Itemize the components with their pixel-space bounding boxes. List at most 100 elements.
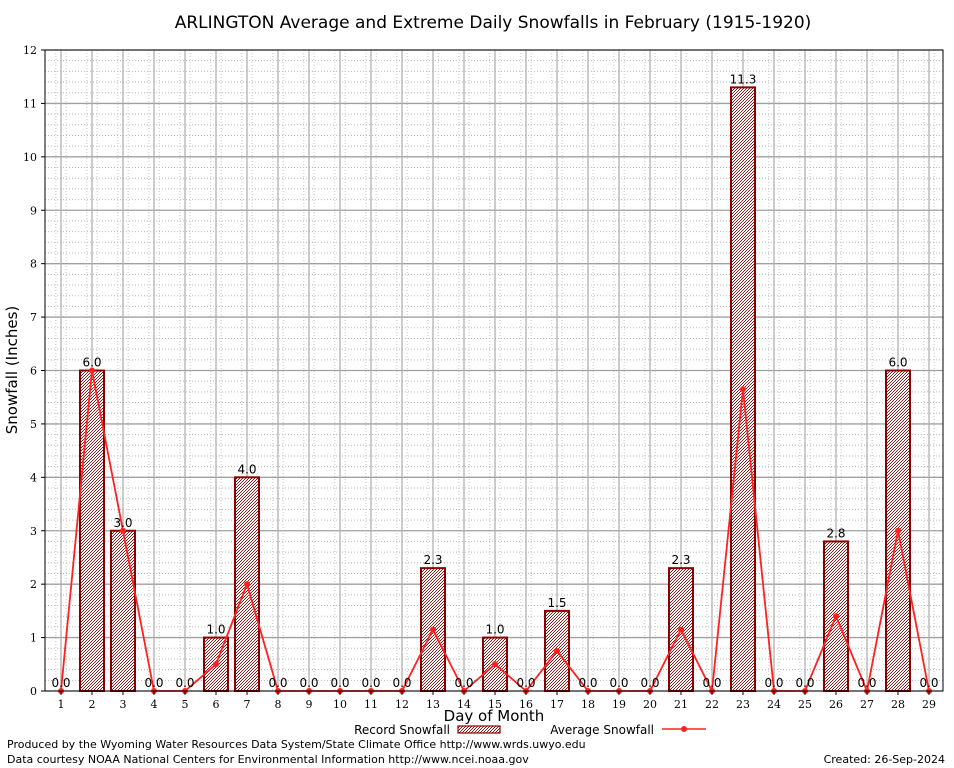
y-tick-label: 2	[30, 578, 37, 591]
bar-value-label: 0.0	[175, 676, 194, 690]
bar-value-label: 0.0	[516, 676, 535, 690]
y-tick-label: 3	[30, 525, 37, 538]
x-tick-label: 28	[891, 698, 905, 711]
bar-value-label: 1.5	[547, 596, 566, 610]
bar-value-label: 0.0	[51, 676, 70, 690]
average-point	[244, 581, 250, 588]
legend-average-marker	[681, 726, 687, 732]
y-tick-label: 0	[30, 685, 37, 698]
bar-value-label: 0.0	[330, 676, 349, 690]
footer-created: Created: 26-Sep-2024	[823, 753, 945, 766]
x-tick-label: 12	[395, 698, 409, 711]
y-tick-label: 8	[30, 258, 37, 271]
footer-producer: Produced by the Wyoming Water Resources …	[7, 738, 586, 751]
y-tick-label: 6	[30, 365, 37, 378]
y-tick-label: 7	[30, 311, 37, 324]
x-tick-label: 25	[798, 698, 812, 711]
x-tick-label: 24	[767, 698, 781, 711]
bar-value-label: 2.8	[826, 526, 845, 540]
y-axis-label: Snowfall (Inches)	[3, 306, 21, 434]
average-point	[492, 661, 498, 668]
bar-value-label: 0.0	[795, 676, 814, 690]
y-tick-label: 10	[23, 151, 37, 164]
average-point	[833, 613, 839, 620]
y-tick-label: 5	[30, 418, 37, 431]
bar-value-label: 0.0	[919, 676, 938, 690]
x-tick-label: 4	[151, 698, 158, 711]
x-tick-label: 8	[275, 698, 282, 711]
x-tick-label: 20	[643, 698, 657, 711]
legend: Record Snowfall Average Snowfall	[354, 723, 706, 737]
x-tick-label: 15	[488, 698, 502, 711]
bar-value-label: 0.0	[268, 676, 287, 690]
x-tick-label: 27	[860, 698, 874, 711]
average-point	[678, 626, 684, 633]
x-tick-label: 10	[333, 698, 347, 711]
x-tick-label: 7	[244, 698, 251, 711]
y-tick-label: 1	[30, 632, 37, 645]
bar-value-label: 0.0	[578, 676, 597, 690]
x-tick-label: 16	[519, 698, 533, 711]
y-tick-label: 11	[23, 97, 37, 110]
x-tick-label: 18	[581, 698, 595, 711]
bar-value-label: 0.0	[857, 676, 876, 690]
x-tick-label: 2	[89, 698, 96, 711]
average-point	[895, 527, 901, 534]
y-tick-label: 12	[23, 44, 37, 57]
bar-value-label: 11.3	[730, 72, 757, 86]
x-axis-label: Day of Month	[444, 707, 545, 725]
x-tick-label: 5	[182, 698, 189, 711]
bar-value-label: 1.0	[485, 623, 504, 637]
average-point	[740, 386, 746, 393]
x-axis-ticks: 1 2 3 4 5 6 7 8 9 10 11 12 13 14 15 16 17 18 19 20 21 22 23 24 2…	[58, 691, 936, 711]
x-tick-label: 6	[213, 698, 220, 711]
y-tick-label: 9	[30, 204, 37, 217]
legend-record-swatch	[457, 725, 501, 734]
bar-value-label: 0.0	[392, 676, 411, 690]
x-tick-label: 22	[705, 698, 719, 711]
x-tick-label: 11	[364, 698, 378, 711]
average-point	[554, 647, 560, 654]
bar-value-label: 0.0	[609, 676, 628, 690]
bar-record-snowfall	[234, 476, 260, 693]
x-tick-label: 3	[120, 698, 127, 711]
x-tick-label: 26	[829, 698, 843, 711]
bar-value-label: 1.0	[206, 623, 225, 637]
x-tick-label: 17	[550, 698, 564, 711]
bar-value-label: 6.0	[82, 356, 101, 370]
grid	[45, 49, 943, 692]
bar-value-label: 0.0	[640, 676, 659, 690]
chart-title: ARLINGTON Average and Extreme Daily Snow…	[175, 13, 812, 33]
average-point	[89, 367, 95, 374]
legend-average-label: Average Snowfall	[550, 723, 654, 737]
bar-value-label: 0.0	[144, 676, 163, 690]
average-point	[430, 626, 436, 633]
x-tick-label: 23	[736, 698, 750, 711]
bar-value-label: 0.0	[361, 676, 380, 690]
bar-value-label: 4.0	[237, 462, 256, 476]
average-point	[120, 527, 126, 534]
bar-value-label: 0.0	[454, 676, 473, 690]
footer-courtesy: Data courtesy NOAA National Centers for …	[7, 753, 529, 766]
x-tick-label: 1	[58, 698, 65, 711]
x-tick-label: 14	[457, 698, 471, 711]
bar-value-label: 0.0	[764, 676, 783, 690]
legend-record-label: Record Snowfall	[354, 723, 450, 737]
x-tick-label: 19	[612, 698, 626, 711]
x-tick-label: 13	[426, 698, 440, 711]
x-tick-label: 9	[306, 698, 313, 711]
bar-value-label: 6.0	[888, 356, 907, 370]
average-point	[213, 661, 219, 668]
bar-value-label: 0.0	[702, 676, 721, 690]
x-tick-label: 29	[922, 698, 936, 711]
bar-value-label: 0.0	[299, 676, 318, 690]
bar-value-label: 3.0	[113, 516, 132, 530]
x-tick-label: 21	[674, 698, 688, 711]
bar-value-label: 2.3	[671, 553, 690, 567]
y-tick-label: 4	[30, 471, 37, 484]
data-labels: 0.0 6.0 3.0 0.0 0.0 1.0 4.0 0.0 0.0 0.0 0.0 0.0 2.3 0…	[51, 72, 938, 690]
bar-value-label: 2.3	[423, 553, 442, 567]
bar-record-snowfall	[110, 529, 136, 692]
